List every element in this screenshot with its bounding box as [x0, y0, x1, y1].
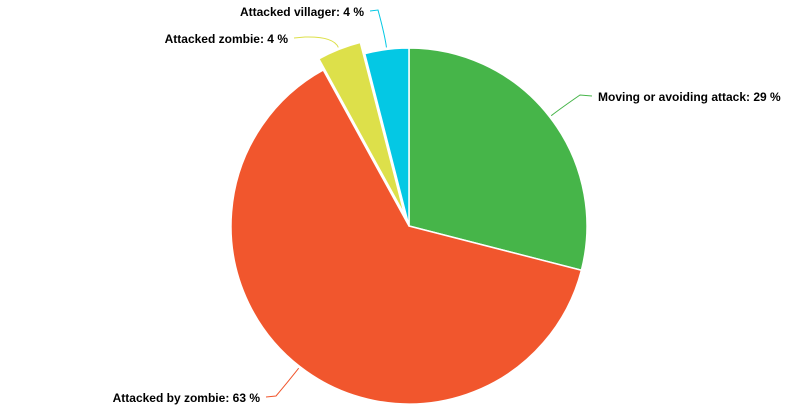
pie-slice-attacked-zombie[interactable] — [318, 41, 406, 216]
slice-label-attacked-by-zombie: Attacked by zombie: 63 % — [113, 391, 261, 405]
labels-layer: Moving or avoiding attack: 29 % Attacked … — [113, 5, 781, 405]
pie-slice-attacked-villager[interactable] — [363, 47, 410, 227]
pie-slice-moving-or-avoiding-attack[interactable] — [408, 47, 588, 272]
leader-line-attacked-by-zombie — [265, 367, 300, 398]
leader-line-attacked-zombie — [293, 36, 339, 48]
leader-line-attacked-villager — [369, 9, 387, 48]
slice-label-moving-or-avoiding-attack: Moving or avoiding attack: 29 % — [598, 90, 781, 104]
pie-slice-attacked-by-zombie[interactable] — [230, 69, 583, 405]
slices-layer — [230, 41, 588, 405]
leader-line-moving-or-avoiding-attack — [550, 94, 593, 117]
slice-label-attacked-zombie: Attacked zombie: 4 % — [165, 32, 289, 46]
slice-label-attacked-villager: Attacked villager: 4 % — [240, 5, 364, 19]
leader-lines-layer — [265, 9, 593, 398]
